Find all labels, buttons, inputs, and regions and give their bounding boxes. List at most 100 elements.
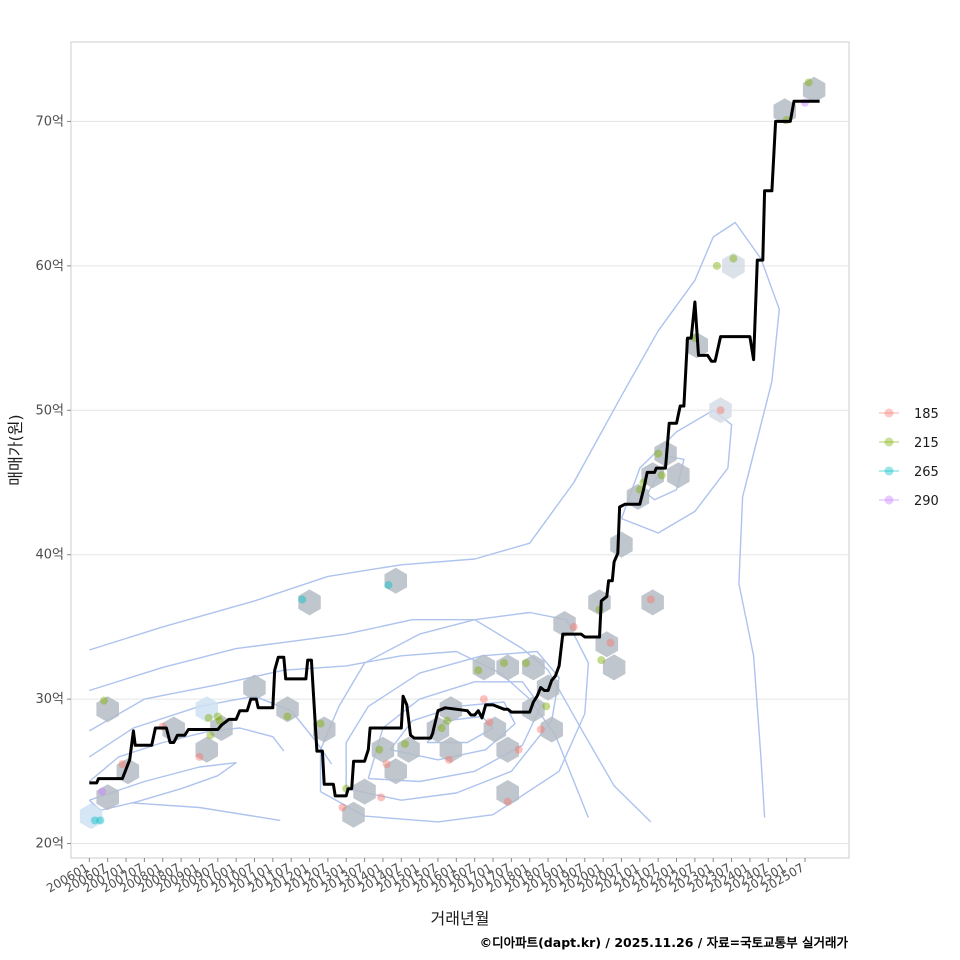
hex-bin-17 bbox=[397, 736, 420, 763]
y-tick-label-4: 60억 bbox=[35, 259, 64, 274]
hex-bin-8 bbox=[243, 674, 266, 701]
transaction-points bbox=[90, 78, 813, 825]
contour-1 bbox=[89, 619, 652, 823]
transaction-point-45 bbox=[729, 254, 738, 263]
hex-bin-44 bbox=[610, 531, 633, 558]
hex-bin-26 bbox=[522, 654, 545, 681]
legend-key-point-0 bbox=[884, 408, 894, 418]
hex-bin-32 bbox=[595, 631, 619, 658]
hex-bin-25 bbox=[496, 780, 519, 806]
transaction-point-17 bbox=[377, 793, 386, 802]
transaction-point-4 bbox=[118, 760, 127, 769]
hex-bin-9 bbox=[276, 696, 299, 723]
contour-6 bbox=[133, 802, 281, 822]
transaction-point-23 bbox=[444, 755, 453, 764]
transaction-point-29 bbox=[514, 745, 523, 754]
transaction-point-27 bbox=[500, 659, 509, 668]
transaction-point-24 bbox=[474, 666, 483, 675]
contour-8 bbox=[345, 650, 560, 801]
transaction-point-32 bbox=[542, 702, 551, 711]
transaction-point-41 bbox=[657, 471, 666, 480]
transaction-point-40 bbox=[654, 449, 663, 458]
hex-bin-1 bbox=[96, 784, 119, 811]
x-axis-ticks: 2006012006072007012007072008012008072009… bbox=[44, 858, 806, 896]
hex-bin-13 bbox=[353, 778, 376, 805]
hex-bin-11 bbox=[313, 716, 336, 743]
hex-bin-40 bbox=[709, 397, 732, 424]
transaction-point-14 bbox=[338, 803, 347, 812]
hex-bin-22 bbox=[483, 716, 507, 743]
trend-line-path bbox=[89, 99, 820, 798]
trend-line bbox=[89, 99, 820, 798]
y-tick-label-1: 30억 bbox=[35, 692, 64, 707]
contour-12 bbox=[620, 409, 733, 534]
transaction-point-26 bbox=[485, 718, 494, 727]
transaction-point-43 bbox=[712, 261, 721, 270]
hex-bin-12 bbox=[342, 801, 365, 828]
hex-bin-41 bbox=[722, 252, 745, 279]
hex-bin-28 bbox=[522, 696, 545, 723]
transaction-point-13 bbox=[316, 719, 325, 728]
hex-bin-20 bbox=[439, 736, 463, 763]
contour-0 bbox=[89, 221, 780, 818]
y-tick-label-2: 40억 bbox=[35, 548, 64, 563]
y-axis-title: 매매가(원) bbox=[6, 414, 25, 485]
hex-bin-10 bbox=[298, 589, 321, 616]
hex-bin-30 bbox=[553, 611, 576, 637]
legend-label-0: 185 bbox=[914, 407, 939, 422]
transaction-point-3 bbox=[100, 696, 109, 705]
transaction-point-7 bbox=[204, 713, 213, 722]
transaction-point-25 bbox=[479, 695, 488, 704]
transaction-point-35 bbox=[597, 656, 606, 665]
legend-label-2: 265 bbox=[914, 465, 939, 480]
plot-panel bbox=[70, 41, 850, 859]
legend-key-point-1 bbox=[884, 437, 894, 447]
transaction-point-2 bbox=[98, 787, 107, 796]
hex-bins bbox=[79, 76, 826, 830]
y-tick-label-5: 70억 bbox=[35, 114, 64, 129]
hex-bin-43 bbox=[802, 76, 826, 103]
transaction-point-44 bbox=[716, 406, 725, 415]
hex-bin-31 bbox=[588, 589, 611, 616]
y-tick-label-3: 50억 bbox=[35, 403, 64, 418]
transaction-point-39 bbox=[646, 595, 655, 604]
transaction-point-19 bbox=[384, 581, 393, 590]
hex-bin-6 bbox=[195, 736, 218, 763]
hex-bin-0 bbox=[79, 803, 103, 830]
transaction-point-30 bbox=[522, 659, 531, 668]
transaction-point-12 bbox=[298, 595, 307, 604]
caption: ©디아파트(dapt.kr) / 2025.11.26 / 자료=국토교통부 실… bbox=[480, 935, 849, 950]
transaction-point-6 bbox=[195, 752, 204, 761]
transaction-point-21 bbox=[437, 724, 446, 733]
hex-bin-38 bbox=[667, 462, 690, 489]
hex-bin-24 bbox=[496, 654, 519, 681]
transaction-point-18 bbox=[382, 760, 391, 769]
legend-key-point-2 bbox=[884, 466, 894, 476]
transaction-point-11 bbox=[283, 712, 292, 721]
transaction-point-16 bbox=[375, 745, 384, 754]
transaction-point-33 bbox=[569, 622, 578, 631]
transaction-point-20 bbox=[400, 739, 409, 748]
hex-bin-15 bbox=[384, 758, 407, 785]
transaction-point-22 bbox=[443, 716, 452, 725]
transaction-point-28 bbox=[503, 797, 512, 806]
hex-bin-21 bbox=[472, 654, 496, 681]
legend-label-1: 215 bbox=[914, 436, 939, 451]
transaction-point-1 bbox=[96, 816, 105, 825]
transaction-point-10 bbox=[215, 716, 224, 725]
transaction-point-31 bbox=[536, 725, 545, 734]
hex-bin-33 bbox=[602, 654, 626, 681]
gridlines bbox=[71, 120, 849, 845]
transaction-point-9 bbox=[213, 712, 222, 721]
hex-bin-16 bbox=[384, 567, 407, 594]
hex-bin-5 bbox=[195, 696, 218, 723]
hex-bin-23 bbox=[496, 736, 519, 763]
transaction-point-48 bbox=[804, 78, 813, 87]
x-axis-title: 거래년월 bbox=[431, 909, 490, 928]
transaction-point-36 bbox=[606, 638, 615, 647]
hex-bin-14 bbox=[371, 736, 395, 763]
hex-bin-29 bbox=[540, 716, 563, 743]
y-tick-label-0: 20억 bbox=[35, 837, 64, 852]
y-axis-ticks: 20억 30억 40억 50억 60억 70억 bbox=[35, 114, 71, 852]
